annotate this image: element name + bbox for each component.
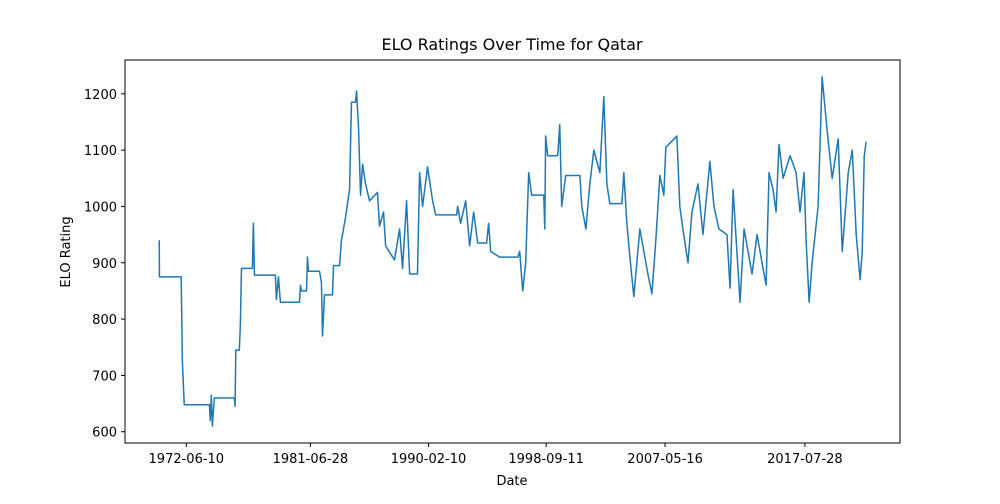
x-tick-label: 2017-07-28 [767,452,843,467]
y-tick-label: 900 [92,257,117,272]
plot-frame [124,59,901,444]
y-axis-label: ELO Rating [59,216,74,287]
line-series [158,76,867,427]
x-tick-label: 1990-02-10 [391,452,467,467]
x-axis-label: Date [496,474,527,489]
y-tick-label: 1100 [84,144,117,159]
y-tick-label: 700 [92,369,117,384]
y-tick-label: 1200 [84,88,117,103]
y-tick-label: 600 [92,426,117,441]
x-tick-label: 2007-05-16 [627,452,703,467]
chart-title: ELO Ratings Over Time for Qatar [381,35,643,54]
x-tick-label: 1998-09-11 [508,452,584,467]
y-tick-label: 800 [92,313,117,328]
y-tick-label: 1000 [84,200,117,215]
x-tick-label: 1972-06-10 [149,452,225,467]
x-tick-label: 1981-06-28 [273,452,349,467]
